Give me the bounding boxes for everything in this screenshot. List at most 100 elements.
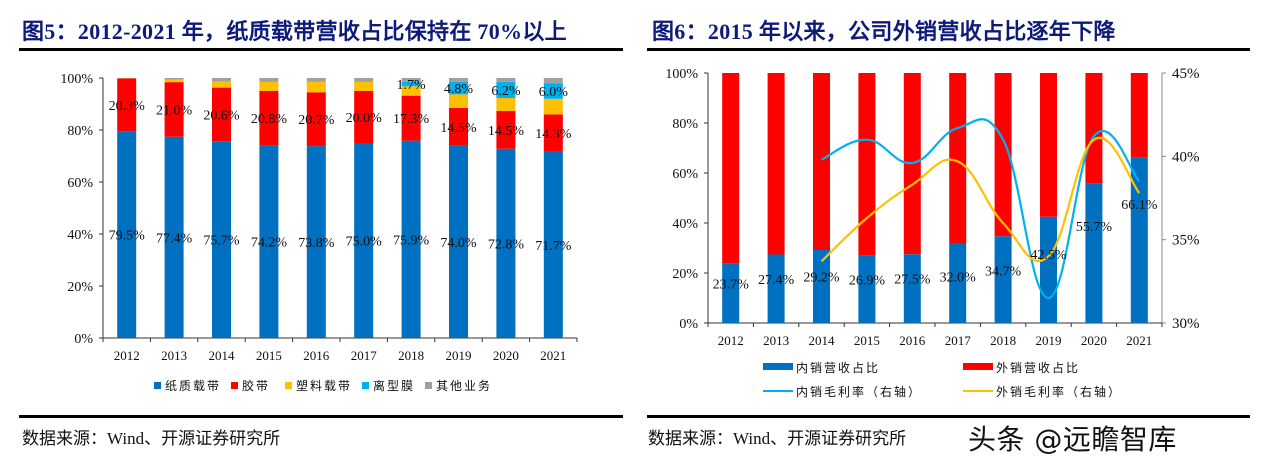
data-label: 6.2%	[491, 84, 521, 99]
bar-segment	[306, 78, 326, 82]
bar-segment	[117, 131, 137, 338]
bar-segment	[354, 81, 374, 91]
bar-segment	[449, 145, 468, 338]
legend-label: 其他业务	[436, 378, 492, 393]
legend-left: 纸质载带 胶带 塑料载带 离型膜 其他业务	[154, 378, 492, 393]
data-label: 27.5%	[894, 273, 931, 288]
y-tick-label: 100%	[665, 67, 698, 82]
data-label: 75.0%	[346, 235, 383, 250]
bar-segment	[813, 73, 830, 250]
bar-segment	[354, 91, 374, 143]
data-label: 74.2%	[251, 236, 288, 251]
bar-segment	[813, 250, 830, 323]
bar-segment	[496, 148, 516, 338]
legend-swatch	[763, 363, 793, 370]
bar-segment	[543, 98, 563, 115]
x-tick-label: 2019	[1036, 333, 1062, 348]
data-label: 75.9%	[393, 233, 430, 248]
figure-5-panel: 图5：2012-2021 年，纸质载带营收占比保持在 70%以上 数据来源：Wi…	[0, 0, 630, 467]
x-tick-label: 2018	[398, 348, 424, 363]
bar-segment	[543, 83, 563, 99]
data-label: 20.8%	[251, 112, 288, 127]
bar-segment	[496, 78, 516, 82]
bar-segment	[212, 141, 231, 338]
bar-segment	[1085, 183, 1103, 323]
bar-segment	[212, 87, 231, 142]
figure-6-title: 图6：2015 年以来，公司外销营收占比逐年下降	[652, 19, 1116, 44]
data-label: 14.3%	[535, 127, 572, 142]
legend-swatch	[154, 382, 161, 389]
legend-label: 内销营收占比	[796, 360, 880, 375]
y2-tick-label: 40%	[1172, 149, 1200, 165]
x-tick-label: 2020	[1081, 333, 1107, 348]
bar-segment	[496, 98, 516, 112]
legend-swatch	[425, 382, 432, 389]
series-line	[821, 118, 1141, 300]
data-label: 20.0%	[346, 111, 383, 126]
legend-label: 胶带	[242, 378, 270, 393]
legend-label: 离型膜	[373, 378, 415, 393]
legend-swatch	[285, 382, 292, 389]
bar-segment	[496, 81, 516, 99]
bar-segment	[164, 136, 184, 338]
data-label: 14.5%	[488, 124, 525, 139]
data-label: 20.6%	[203, 108, 240, 123]
bar-segment	[259, 78, 279, 82]
data-label: 29.2%	[803, 271, 840, 286]
bar-segment	[949, 243, 967, 323]
data-label: 4.8%	[444, 82, 474, 97]
x-tick-label: 2021	[540, 348, 566, 363]
bar-segment	[401, 78, 421, 82]
x-tick-label: 2016	[899, 333, 926, 348]
bar-segment	[401, 95, 421, 141]
legend-label: 塑料载带	[296, 378, 352, 393]
legend-label: 外销毛利率（右轴）	[996, 384, 1122, 399]
data-label: 17.3%	[393, 112, 430, 127]
bar-segment	[164, 79, 184, 83]
chart-right: 0% 20% 40% 60% 80% 100% 30% 35% 40% 45% 2012 2013 20…	[665, 66, 1199, 399]
bar-segment	[1040, 216, 1057, 323]
data-label: 55.7%	[1076, 220, 1113, 235]
data-label: 66.1%	[1121, 198, 1158, 213]
y2-tick-label: 30%	[1172, 316, 1200, 332]
title-rule	[19, 48, 623, 51]
bar-segment	[496, 111, 516, 149]
data-label: 34.7%	[985, 265, 1022, 280]
x-tick-label: 2016	[303, 348, 330, 363]
bar-segment	[858, 73, 876, 256]
data-label: 73.8%	[298, 236, 335, 251]
bar-segment	[449, 107, 468, 146]
bar-segment	[449, 81, 468, 95]
legend-label: 外销营收占比	[996, 360, 1080, 375]
bar-segment	[401, 86, 421, 96]
y-tick-label: 20%	[67, 280, 93, 295]
x-tick-label: 2017	[945, 333, 972, 348]
bar-segment	[543, 78, 563, 84]
bar-segment	[306, 81, 326, 93]
y-tick-label: 60%	[672, 167, 698, 182]
legend-swatch	[231, 382, 238, 389]
source-rule	[19, 415, 623, 418]
y-tick-label: 0%	[679, 317, 698, 332]
legend-label: 纸质载带	[165, 379, 221, 393]
bar-segment	[354, 143, 374, 338]
legend-swatch	[963, 363, 993, 370]
source-rule	[647, 415, 1250, 418]
legend-swatch	[362, 382, 369, 389]
bar-segment	[259, 91, 279, 146]
bar-segment	[449, 78, 468, 82]
y2-tick-label: 45%	[1172, 66, 1200, 82]
y-tick-label: 60%	[67, 176, 93, 191]
x-tick-label: 2018	[990, 333, 1016, 348]
bar-segment	[1130, 157, 1148, 323]
y2-tick-label: 35%	[1172, 233, 1200, 249]
bar-segment	[1130, 73, 1148, 158]
data-label: 27.4%	[758, 273, 795, 288]
bar-segment	[306, 92, 326, 147]
x-tick-label: 2013	[161, 348, 187, 363]
bar-segment	[767, 254, 785, 323]
data-label: 72.8%	[488, 237, 525, 252]
bar-segment	[903, 254, 921, 323]
bar-segment	[449, 94, 468, 108]
